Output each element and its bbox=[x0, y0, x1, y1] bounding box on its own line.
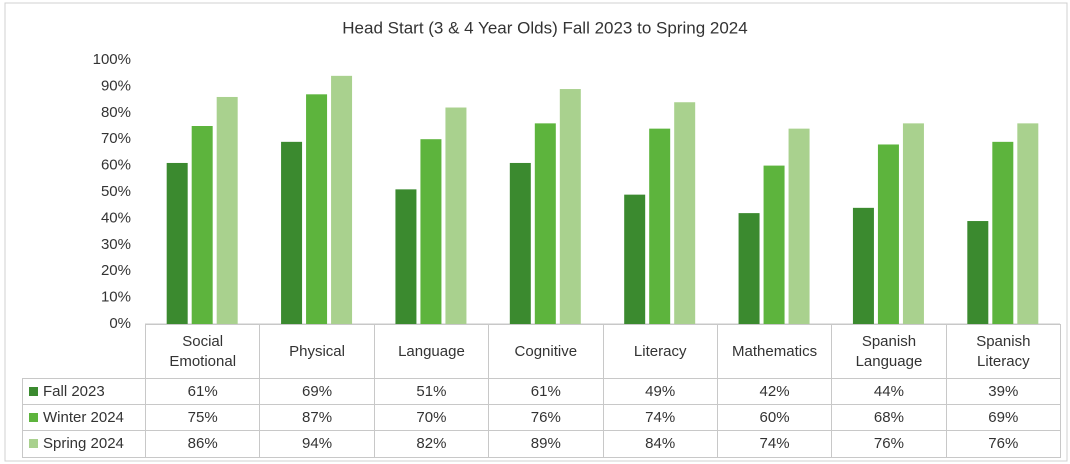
x-tick-label: Literacy bbox=[602, 324, 718, 379]
category-row: Social Emotional Physical Language Cognitiv… bbox=[22, 324, 1062, 379]
y-tick-label: 100% bbox=[93, 51, 131, 68]
bar bbox=[788, 128, 810, 324]
value-label: 39% bbox=[945, 378, 1062, 405]
value-label: 49% bbox=[602, 378, 718, 405]
value-label: 76% bbox=[488, 404, 604, 431]
bar bbox=[395, 189, 417, 324]
bar bbox=[166, 162, 188, 324]
bar bbox=[877, 144, 899, 324]
value-label: 76% bbox=[945, 430, 1062, 458]
y-tick-label: 30% bbox=[101, 236, 131, 253]
value-label: 86% bbox=[144, 430, 261, 458]
bar bbox=[992, 141, 1014, 324]
x-tick-label: Cognitive bbox=[488, 324, 604, 379]
x-tick-label: Spanish Language bbox=[831, 324, 947, 379]
legend-entry: Winter 2024 bbox=[22, 404, 146, 431]
bar bbox=[763, 165, 785, 324]
value-label: 84% bbox=[602, 430, 718, 458]
bar bbox=[216, 96, 238, 325]
value-label: 69% bbox=[945, 404, 1062, 431]
series-row: Spring 2024 86% 94% 82% 89% 84% 74% 76% 76% bbox=[22, 430, 1062, 458]
bar bbox=[420, 139, 442, 324]
value-label: 94% bbox=[259, 430, 375, 458]
bar bbox=[306, 94, 328, 324]
value-label: 51% bbox=[373, 378, 490, 405]
y-tick-label: 10% bbox=[101, 289, 131, 306]
value-label: 74% bbox=[602, 404, 718, 431]
y-tick-label: 70% bbox=[101, 130, 131, 147]
y-tick-label: 60% bbox=[101, 157, 131, 174]
bar bbox=[331, 75, 353, 324]
legend-label: Winter 2024 bbox=[43, 408, 124, 426]
value-label: 61% bbox=[488, 378, 604, 405]
bar bbox=[281, 141, 303, 324]
bar bbox=[624, 194, 646, 324]
y-tick-label: 90% bbox=[101, 77, 131, 94]
value-label: 69% bbox=[259, 378, 375, 405]
bar bbox=[967, 221, 989, 324]
value-label: 87% bbox=[259, 404, 375, 431]
legend-swatch bbox=[29, 412, 38, 422]
value-label: 68% bbox=[831, 404, 947, 431]
y-tick-label: 40% bbox=[101, 209, 131, 226]
chart-title: Head Start (3 & 4 Year Olds) Fall 2023 t… bbox=[342, 18, 747, 37]
legend-swatch bbox=[29, 439, 38, 448]
value-label: 74% bbox=[716, 430, 833, 458]
bar bbox=[902, 123, 924, 324]
value-label: 60% bbox=[716, 404, 833, 431]
value-label: 44% bbox=[831, 378, 947, 405]
bar bbox=[191, 126, 213, 324]
bar bbox=[559, 89, 581, 324]
value-label: 42% bbox=[716, 378, 833, 405]
value-label: 61% bbox=[144, 378, 261, 405]
legend-swatch bbox=[29, 386, 38, 396]
y-tick-label: 50% bbox=[101, 183, 131, 200]
bar bbox=[445, 107, 467, 325]
x-tick-label: Social Emotional bbox=[144, 324, 261, 379]
bar bbox=[674, 102, 696, 325]
value-label: 76% bbox=[831, 430, 947, 458]
legend-entry: Fall 2023 bbox=[22, 378, 146, 405]
bar bbox=[1017, 123, 1039, 324]
table-corner bbox=[22, 324, 146, 379]
bar bbox=[738, 213, 760, 324]
chart-border bbox=[4, 2, 1068, 462]
bar bbox=[534, 123, 556, 324]
data-table: Social Emotional Physical Language Cognitiv… bbox=[22, 324, 1062, 458]
bar bbox=[852, 207, 874, 324]
value-label: 82% bbox=[373, 430, 490, 458]
legend-label: Spring 2024 bbox=[43, 435, 124, 452]
legend-entry: Spring 2024 bbox=[22, 430, 146, 458]
value-label: 89% bbox=[488, 430, 604, 458]
x-tick-label: Language bbox=[373, 324, 490, 379]
series-row: Fall 2023 61% 69% 51% 61% 49% 42% 44% 39% bbox=[22, 378, 1062, 405]
value-label: 70% bbox=[373, 404, 490, 431]
legend-label: Fall 2023 bbox=[43, 382, 105, 400]
y-tick-label: 80% bbox=[101, 104, 131, 121]
value-label: 75% bbox=[144, 404, 261, 431]
x-tick-label: Spanish Literacy bbox=[945, 324, 1062, 379]
y-tick-label: 20% bbox=[101, 262, 131, 279]
bar bbox=[509, 162, 531, 324]
x-tick-label: Physical bbox=[259, 324, 375, 379]
bar bbox=[649, 128, 671, 324]
series-row: Winter 2024 75% 87% 70% 76% 74% 60% 68% 69% bbox=[22, 404, 1062, 431]
x-tick-label: Mathematics bbox=[716, 324, 833, 379]
